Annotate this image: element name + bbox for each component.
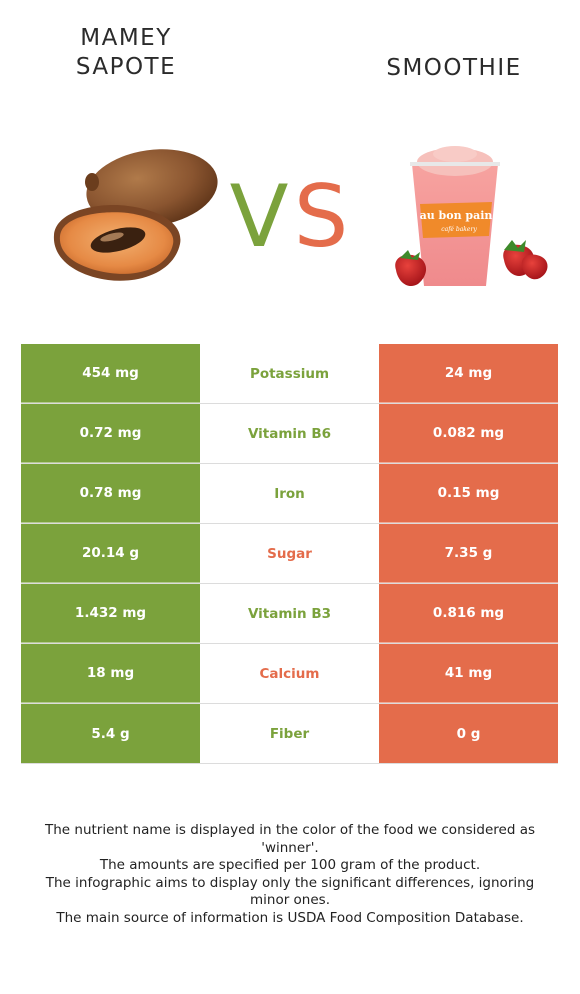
table-row: 0.72 mg Vitamin B6 0.082 mg [21, 404, 558, 464]
smoothie-image: au bon pain café bakery [395, 146, 548, 287]
left-food-title-line1: MAMEY [80, 25, 172, 51]
comparison-table: 454 mg Potassium 24 mg 0.72 mg Vitamin B6 0.0… [21, 344, 558, 764]
mamey-sapote-image [53, 149, 218, 281]
table-row: 0.78 mg Iron 0.15 mg [21, 464, 558, 524]
table-row: 18 mg Calcium 41 mg [21, 644, 558, 704]
right-food-value: 24 mg [379, 344, 558, 403]
table-bottom-divider [21, 763, 558, 764]
left-food-title: MAMEY SAPOTE [26, 24, 226, 82]
nutrient-name: Vitamin B6 [200, 404, 379, 463]
nutrient-name: Calcium [200, 644, 379, 703]
footer-note-source: The main source of information is USDA F… [56, 909, 524, 926]
left-food-value: 18 mg [21, 644, 200, 703]
nutrient-name: Fiber [200, 704, 379, 764]
table-row: 20.14 g Sugar 7.35 g [21, 524, 558, 584]
left-food-title-line2: SAPOTE [75, 54, 177, 80]
table-row: 5.4 g Fiber 0 g [21, 704, 558, 764]
footer-note-scope: The infographic aims to display only the… [45, 874, 535, 909]
left-food-value: 5.4 g [21, 704, 200, 764]
footer-notes: The nutrient name is displayed in the co… [30, 822, 550, 927]
nutrient-name: Potassium [200, 344, 379, 403]
right-food-value: 0 g [379, 704, 558, 764]
left-food-value: 0.72 mg [21, 404, 200, 463]
right-food-value: 0.082 mg [379, 404, 558, 463]
table-row: 454 mg Potassium 24 mg [21, 344, 558, 404]
right-food-value: 0.816 mg [379, 584, 558, 643]
right-food-value: 7.35 g [379, 524, 558, 583]
vs-v-letter: V [230, 168, 289, 258]
cup-tagline-text: café bakery [441, 226, 477, 233]
right-food-value: 0.15 mg [379, 464, 558, 523]
cup-brand-text: au bon pain [420, 209, 493, 222]
footer-note-winner: The nutrient name is displayed in the co… [44, 822, 536, 856]
left-food-value: 0.78 mg [21, 464, 200, 523]
right-food-value: 41 mg [379, 644, 558, 703]
left-food-value: 1.432 mg [21, 584, 200, 643]
left-food-value: 20.14 g [21, 524, 200, 583]
vs-s-letter: S [294, 168, 349, 258]
nutrient-name: Sugar [200, 524, 379, 583]
nutrient-name: Iron [200, 464, 379, 523]
right-food-title: SMOOTHIE [386, 55, 522, 81]
hero-images: au bon pain café bakery [53, 146, 548, 287]
left-food-value: 454 mg [21, 344, 200, 403]
table-row: 1.432 mg Vitamin B3 0.816 mg [21, 584, 558, 644]
footer-note-amounts: The amounts are specified per 100 gram o… [99, 857, 481, 873]
vs-mark: V S [230, 168, 349, 258]
nutrient-name: Vitamin B3 [200, 584, 379, 643]
